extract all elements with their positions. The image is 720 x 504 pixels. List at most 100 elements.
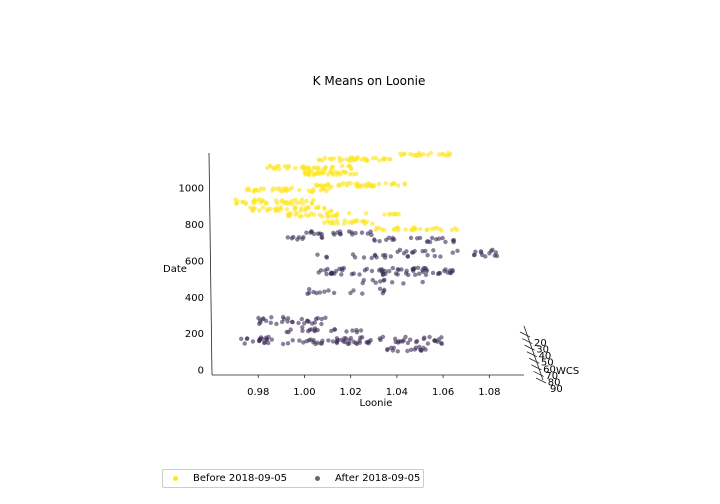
data-point <box>301 235 306 240</box>
data-point <box>293 205 299 210</box>
data-point <box>380 267 385 272</box>
data-point <box>432 253 437 259</box>
data-point <box>327 186 332 191</box>
data-point <box>280 341 286 347</box>
data-point <box>315 183 320 188</box>
data-point <box>348 290 353 296</box>
data-point <box>377 268 382 273</box>
data-point <box>318 268 324 273</box>
data-point <box>294 211 300 216</box>
data-point <box>388 254 393 259</box>
data-point <box>274 321 279 327</box>
data-point <box>310 189 315 194</box>
data-point <box>307 287 312 292</box>
data-point <box>355 155 360 160</box>
data-point <box>420 269 426 275</box>
data-point <box>378 337 383 343</box>
data-point <box>324 271 329 277</box>
data-point <box>451 238 457 243</box>
data-point <box>260 198 266 203</box>
data-point <box>395 249 400 254</box>
data-point <box>395 349 400 354</box>
x-tick-label: 1.02 <box>340 387 362 398</box>
data-point <box>243 200 248 205</box>
z-tick-mark <box>533 371 544 377</box>
data-point <box>264 200 269 205</box>
data-point <box>257 208 262 213</box>
data-point <box>317 290 323 295</box>
data-point <box>261 205 266 210</box>
series-after <box>239 229 500 354</box>
data-point <box>256 315 261 321</box>
data-point <box>385 347 390 353</box>
z-tick-label: 60 <box>543 364 556 375</box>
data-point <box>306 205 311 211</box>
data-point <box>280 198 285 203</box>
data-point <box>347 338 352 343</box>
data-point <box>340 268 345 273</box>
data-point <box>285 341 291 346</box>
data-point <box>439 341 445 346</box>
data-point <box>285 316 291 321</box>
data-point <box>412 225 417 230</box>
data-point <box>391 227 396 232</box>
data-point <box>371 156 376 161</box>
data-point <box>301 340 306 345</box>
data-point <box>321 186 327 192</box>
data-point <box>418 226 423 232</box>
data-point <box>351 339 356 344</box>
x-tick-label: 1.06 <box>432 387 454 398</box>
data-point <box>315 316 320 321</box>
data-point <box>299 197 305 202</box>
data-point <box>349 271 355 277</box>
data-point <box>277 186 282 191</box>
data-point <box>455 248 460 253</box>
y-axis-line <box>208 152 213 376</box>
data-point <box>354 330 360 335</box>
data-point <box>265 165 270 171</box>
data-point <box>450 250 455 255</box>
data-points <box>233 150 500 354</box>
data-point <box>409 347 414 352</box>
data-point <box>298 206 304 211</box>
data-point <box>305 318 310 324</box>
data-point <box>297 188 302 193</box>
data-point <box>395 183 401 188</box>
data-point <box>319 235 325 240</box>
data-point <box>303 170 309 175</box>
data-point <box>268 320 273 325</box>
data-point <box>405 254 411 259</box>
data-point <box>253 187 258 193</box>
data-point <box>415 236 420 241</box>
data-point <box>413 153 418 158</box>
data-point <box>289 185 294 190</box>
data-point <box>488 248 494 254</box>
data-point <box>310 321 315 326</box>
y-tick-label: 1000 <box>179 184 204 195</box>
data-point <box>329 270 334 275</box>
data-point <box>425 341 431 346</box>
data-point <box>250 208 255 213</box>
z-tick-mark <box>535 377 547 384</box>
data-point <box>378 279 383 284</box>
data-point <box>353 219 358 224</box>
data-point <box>307 327 312 332</box>
data-point <box>304 198 309 204</box>
data-point <box>392 181 397 187</box>
data-point <box>370 221 375 226</box>
legend: Before 2018-09-05 After 2018-09-05 <box>162 469 424 488</box>
data-point <box>260 317 265 322</box>
z-tick-label: 40 <box>539 351 552 362</box>
data-point <box>369 255 374 261</box>
data-point <box>339 272 344 277</box>
data-point <box>322 205 327 211</box>
data-point <box>281 316 287 322</box>
data-point <box>296 320 301 326</box>
data-point <box>403 334 408 340</box>
data-point <box>408 235 414 241</box>
data-point <box>368 338 373 343</box>
data-point <box>281 186 286 192</box>
data-point <box>393 271 399 276</box>
data-point <box>392 211 397 217</box>
x-tick-label: 0.98 <box>247 387 269 398</box>
